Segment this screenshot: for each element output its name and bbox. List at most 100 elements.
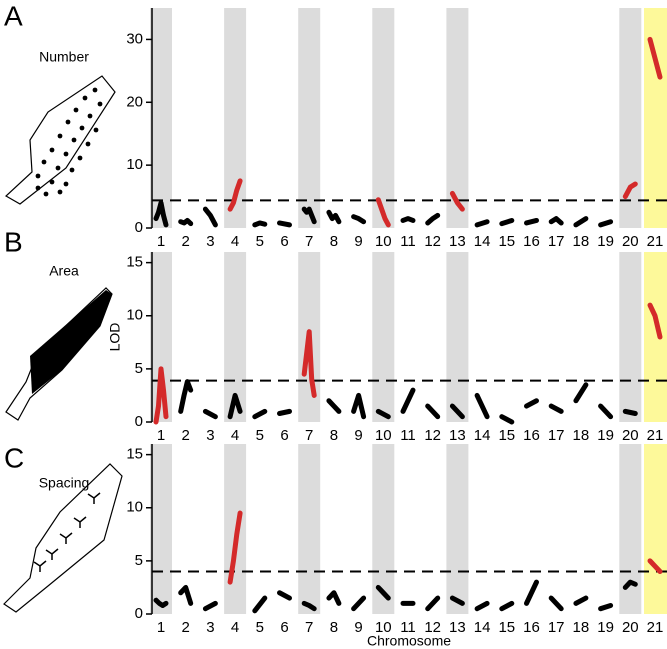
x-tick-label: 4 <box>231 619 239 636</box>
x-tick-label: 6 <box>280 233 288 250</box>
leaf-dot <box>92 87 98 93</box>
lod-curve <box>573 382 589 404</box>
lod-curve <box>524 579 539 606</box>
x-tick-label: 18 <box>573 233 590 250</box>
leaf-dot <box>35 173 41 179</box>
x-axis-label: Chromosome <box>367 633 451 649</box>
lod-curve <box>277 590 292 601</box>
lod-curve <box>153 597 169 608</box>
x-tick-label: 19 <box>597 619 614 636</box>
x-tick-label: 18 <box>573 619 590 636</box>
x-tick-label: 10 <box>375 233 392 250</box>
lod-curve <box>178 379 194 414</box>
chromosome-shade <box>150 8 172 228</box>
lod-curve <box>425 403 441 420</box>
lod-curve <box>598 603 614 612</box>
lod-curve <box>326 209 342 225</box>
lod-curve <box>647 302 663 340</box>
lod-curve <box>598 219 614 228</box>
chromosome-shade <box>372 252 395 422</box>
leaf-mark <box>45 548 59 560</box>
lod-curve <box>449 595 465 606</box>
lod-curve <box>647 36 663 80</box>
y-tick-label: 0 <box>135 413 143 430</box>
lod-curve <box>202 600 218 612</box>
leaf-dot <box>82 95 88 101</box>
lod-curve <box>449 403 465 420</box>
lod-curve <box>622 579 638 590</box>
leaf-dot <box>35 185 41 191</box>
panel-title: Number <box>39 49 89 65</box>
lod-curve <box>524 217 539 226</box>
lod-curve <box>326 398 342 414</box>
x-tick-label: 20 <box>622 427 639 444</box>
x-tick-label: 8 <box>330 233 338 250</box>
lod-curve <box>548 403 564 414</box>
lod-curve <box>375 408 391 420</box>
x-tick-label: 10 <box>375 619 392 636</box>
y-tick-label: 5 <box>135 552 143 569</box>
x-tick-label: 15 <box>498 233 515 250</box>
x-tick-label: 10 <box>375 427 392 444</box>
x-tick-label: 3 <box>206 427 214 444</box>
x-tick-label: 6 <box>280 427 288 444</box>
lod-curve <box>400 216 416 223</box>
lod-curve <box>375 584 391 601</box>
y-tick-label: 10 <box>126 499 143 516</box>
lod-curve <box>425 595 441 612</box>
lod-curve <box>375 197 391 228</box>
lod-curve <box>277 408 292 416</box>
chromosome-shade <box>446 444 469 614</box>
x-tick-label: 11 <box>400 619 416 636</box>
y-tick-label: 0 <box>135 605 143 622</box>
chromosome-shade <box>446 8 469 228</box>
y-tick-label: 0 <box>135 219 143 236</box>
leaf-dot <box>55 165 61 171</box>
x-tick-label: 20 <box>622 619 639 636</box>
chromosome-shade <box>619 444 642 614</box>
leaf-number <box>4 75 116 205</box>
lod-curve <box>277 220 292 228</box>
lod-curve <box>548 216 564 226</box>
x-tick-label: 2 <box>182 427 190 444</box>
x-tick-label: 5 <box>256 619 264 636</box>
lod-curve <box>524 398 539 409</box>
x-tick-label: 13 <box>449 427 466 444</box>
x-tick-label: 14 <box>474 427 491 444</box>
lod-curve <box>573 216 589 228</box>
leaf-dot <box>71 137 77 143</box>
y-tick-label: 10 <box>126 156 143 173</box>
x-tick-label: 1 <box>157 233 165 250</box>
x-tick-label: 1 <box>157 619 165 636</box>
chromosome-highlight <box>644 444 667 614</box>
chromosome-shade <box>150 444 172 614</box>
y-tick-label: 15 <box>126 254 143 271</box>
leaf-mark <box>73 516 87 528</box>
x-tick-label: 3 <box>206 619 214 636</box>
leaf-dot <box>85 141 91 147</box>
lod-curve <box>351 214 367 225</box>
chromosome-shade <box>224 252 247 422</box>
x-tick-label: 12 <box>424 619 441 636</box>
x-tick-label: 1 <box>157 427 165 444</box>
leaf-dot <box>63 181 69 187</box>
x-tick-label: 15 <box>498 427 515 444</box>
chromosome-shade <box>298 444 321 614</box>
lod-curve <box>622 181 638 200</box>
x-tick-label: 17 <box>548 427 565 444</box>
y-axis-label: LOD <box>107 323 123 352</box>
chromosome-highlight <box>644 8 667 228</box>
lod-curve <box>351 392 367 420</box>
x-tick-label: 13 <box>449 619 466 636</box>
chromosome-shade <box>224 8 247 228</box>
x-tick-label: 17 <box>548 233 565 250</box>
x-tick-label: 3 <box>206 233 214 250</box>
lod-curve <box>573 595 589 606</box>
x-tick-label: 13 <box>449 233 466 250</box>
lod-curve <box>499 217 515 227</box>
panel-letter: B <box>4 226 23 257</box>
x-tick-label: 18 <box>573 427 590 444</box>
lod-curve <box>499 600 515 612</box>
y-tick-label: 15 <box>126 446 143 463</box>
